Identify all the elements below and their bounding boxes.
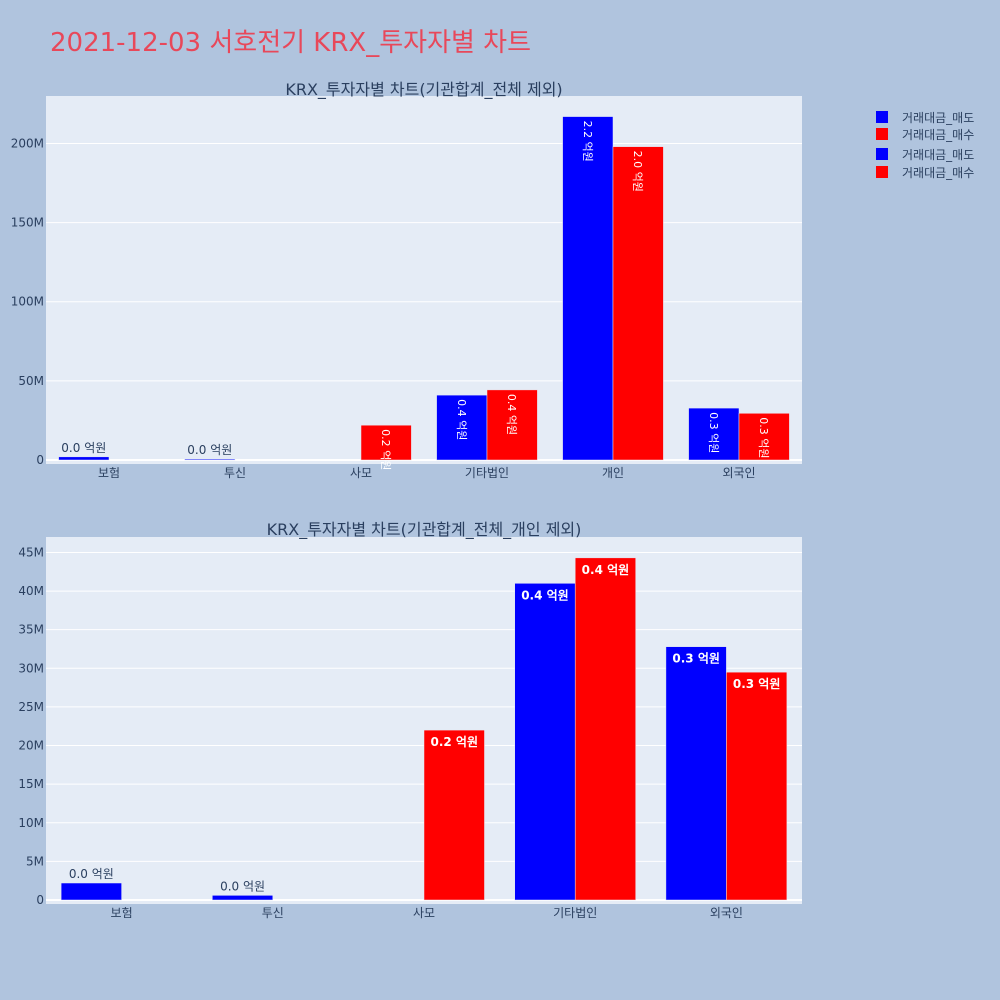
x-tick-label: 외국인 bbox=[722, 466, 755, 480]
bar-sell bbox=[514, 583, 576, 901]
bar-buy bbox=[574, 557, 636, 901]
y-tick-label: 50M bbox=[18, 374, 44, 388]
x-tick-label: 기타법인 bbox=[553, 906, 597, 920]
bar-buy bbox=[612, 146, 664, 461]
bar-sell bbox=[436, 394, 488, 461]
y-tick-label: 100M bbox=[11, 295, 44, 309]
legend-label: 거래대금_매도 bbox=[902, 148, 975, 162]
x-tick-label: 투신 bbox=[262, 906, 284, 920]
x-tick-label: 기타법인 bbox=[465, 466, 509, 480]
legend-label: 거래대금_매수 bbox=[902, 166, 975, 180]
y-tick-label: 40M bbox=[18, 584, 44, 598]
data-label: 0.3 억원 bbox=[733, 677, 781, 691]
legend-swatch bbox=[876, 111, 888, 123]
x-tick-label: 보험 bbox=[98, 466, 120, 480]
data-label: 0.0 억원 bbox=[61, 441, 106, 455]
bar-buy bbox=[726, 671, 788, 901]
chart-title: KRX_투자자별 차트(기관합계_전체 제외) bbox=[285, 80, 562, 100]
data-label: 0.4 억원 bbox=[455, 399, 468, 440]
bar-sell bbox=[212, 895, 274, 901]
data-label: 0.0 억원 bbox=[220, 879, 265, 893]
y-tick-label: 20M bbox=[18, 739, 44, 753]
legend-item[interactable]: 거래대금_매수 bbox=[876, 126, 974, 143]
x-tick-label: 사모 bbox=[413, 906, 435, 920]
legend-label: 거래대금_매도 bbox=[902, 111, 975, 125]
legend-swatch bbox=[876, 148, 888, 160]
bar-buy bbox=[486, 389, 538, 461]
legend-label: 거래대금_매수 bbox=[902, 128, 975, 142]
data-label: 2.0 억원 bbox=[631, 151, 644, 192]
x-tick-label: 개인 bbox=[602, 466, 624, 480]
bar-sell bbox=[184, 458, 236, 461]
plot-area bbox=[46, 96, 802, 464]
x-tick-label: 투신 bbox=[224, 466, 246, 480]
y-tick-label: 5M bbox=[26, 854, 44, 868]
chart-panel-1: 0 50M 100M 150M 200M KRX_투자자별 차트(기관합계_전체 제외) 보… bbox=[11, 80, 802, 480]
data-label: 0.4 억원 bbox=[505, 394, 518, 435]
data-label: 0.0 억원 bbox=[69, 867, 114, 881]
bar-sell bbox=[60, 882, 122, 901]
data-label: 2.2 억원 bbox=[581, 121, 594, 162]
legend-swatch bbox=[876, 166, 888, 178]
data-label: 0.2 억원 bbox=[379, 429, 392, 470]
y-tick-label: 0 bbox=[36, 453, 44, 467]
bar-buy bbox=[738, 413, 790, 461]
data-label: 0.3 억원 bbox=[757, 417, 770, 458]
legend-swatch bbox=[876, 128, 888, 140]
data-label: 0.3 억원 bbox=[672, 652, 720, 666]
y-tick-label: 35M bbox=[18, 623, 44, 637]
chart-panel-2: 0 5M 10M 15M 20M 25M 30M 35M 40M 45M KRX_투자자별 차트(기… bbox=[18, 520, 802, 920]
bar-sell bbox=[688, 407, 740, 461]
bar-buy bbox=[360, 424, 412, 461]
chart-title: KRX_투자자별 차트(기관합계_전체_개인 제외) bbox=[267, 520, 582, 540]
bar-sell bbox=[665, 646, 727, 901]
data-label: 0.3 억원 bbox=[707, 412, 720, 453]
legend-item[interactable]: 거래대금_매수 bbox=[876, 164, 974, 181]
bar-buy bbox=[423, 729, 485, 901]
data-label: 0.4 억원 bbox=[521, 588, 569, 602]
legend-item[interactable]: 거래대금_매도 bbox=[876, 109, 974, 126]
y-tick-label: 15M bbox=[18, 777, 44, 791]
y-tick-label: 25M bbox=[18, 700, 44, 714]
x-tick-label: 외국인 bbox=[710, 906, 743, 920]
y-tick-label: 30M bbox=[18, 661, 44, 675]
y-tick-label: 0 bbox=[36, 893, 44, 907]
page-title: 2021-12-03 서호전기 KRX_투자자별 차트 bbox=[50, 28, 532, 58]
y-tick-label: 200M bbox=[11, 136, 44, 150]
data-label: 0.4 억원 bbox=[582, 563, 630, 577]
bar-sell bbox=[562, 116, 614, 461]
legend-item[interactable]: 거래대금_매도 bbox=[876, 146, 974, 163]
data-label: 0.0 억원 bbox=[187, 443, 232, 457]
y-tick-label: 150M bbox=[11, 216, 44, 230]
x-tick-label: 사모 bbox=[350, 466, 372, 480]
y-tick-label: 10M bbox=[18, 816, 44, 830]
y-tick-label: 45M bbox=[18, 545, 44, 559]
x-tick-label: 보험 bbox=[111, 906, 133, 920]
bar-sell bbox=[58, 456, 110, 461]
data-label: 0.2 억원 bbox=[430, 735, 478, 749]
